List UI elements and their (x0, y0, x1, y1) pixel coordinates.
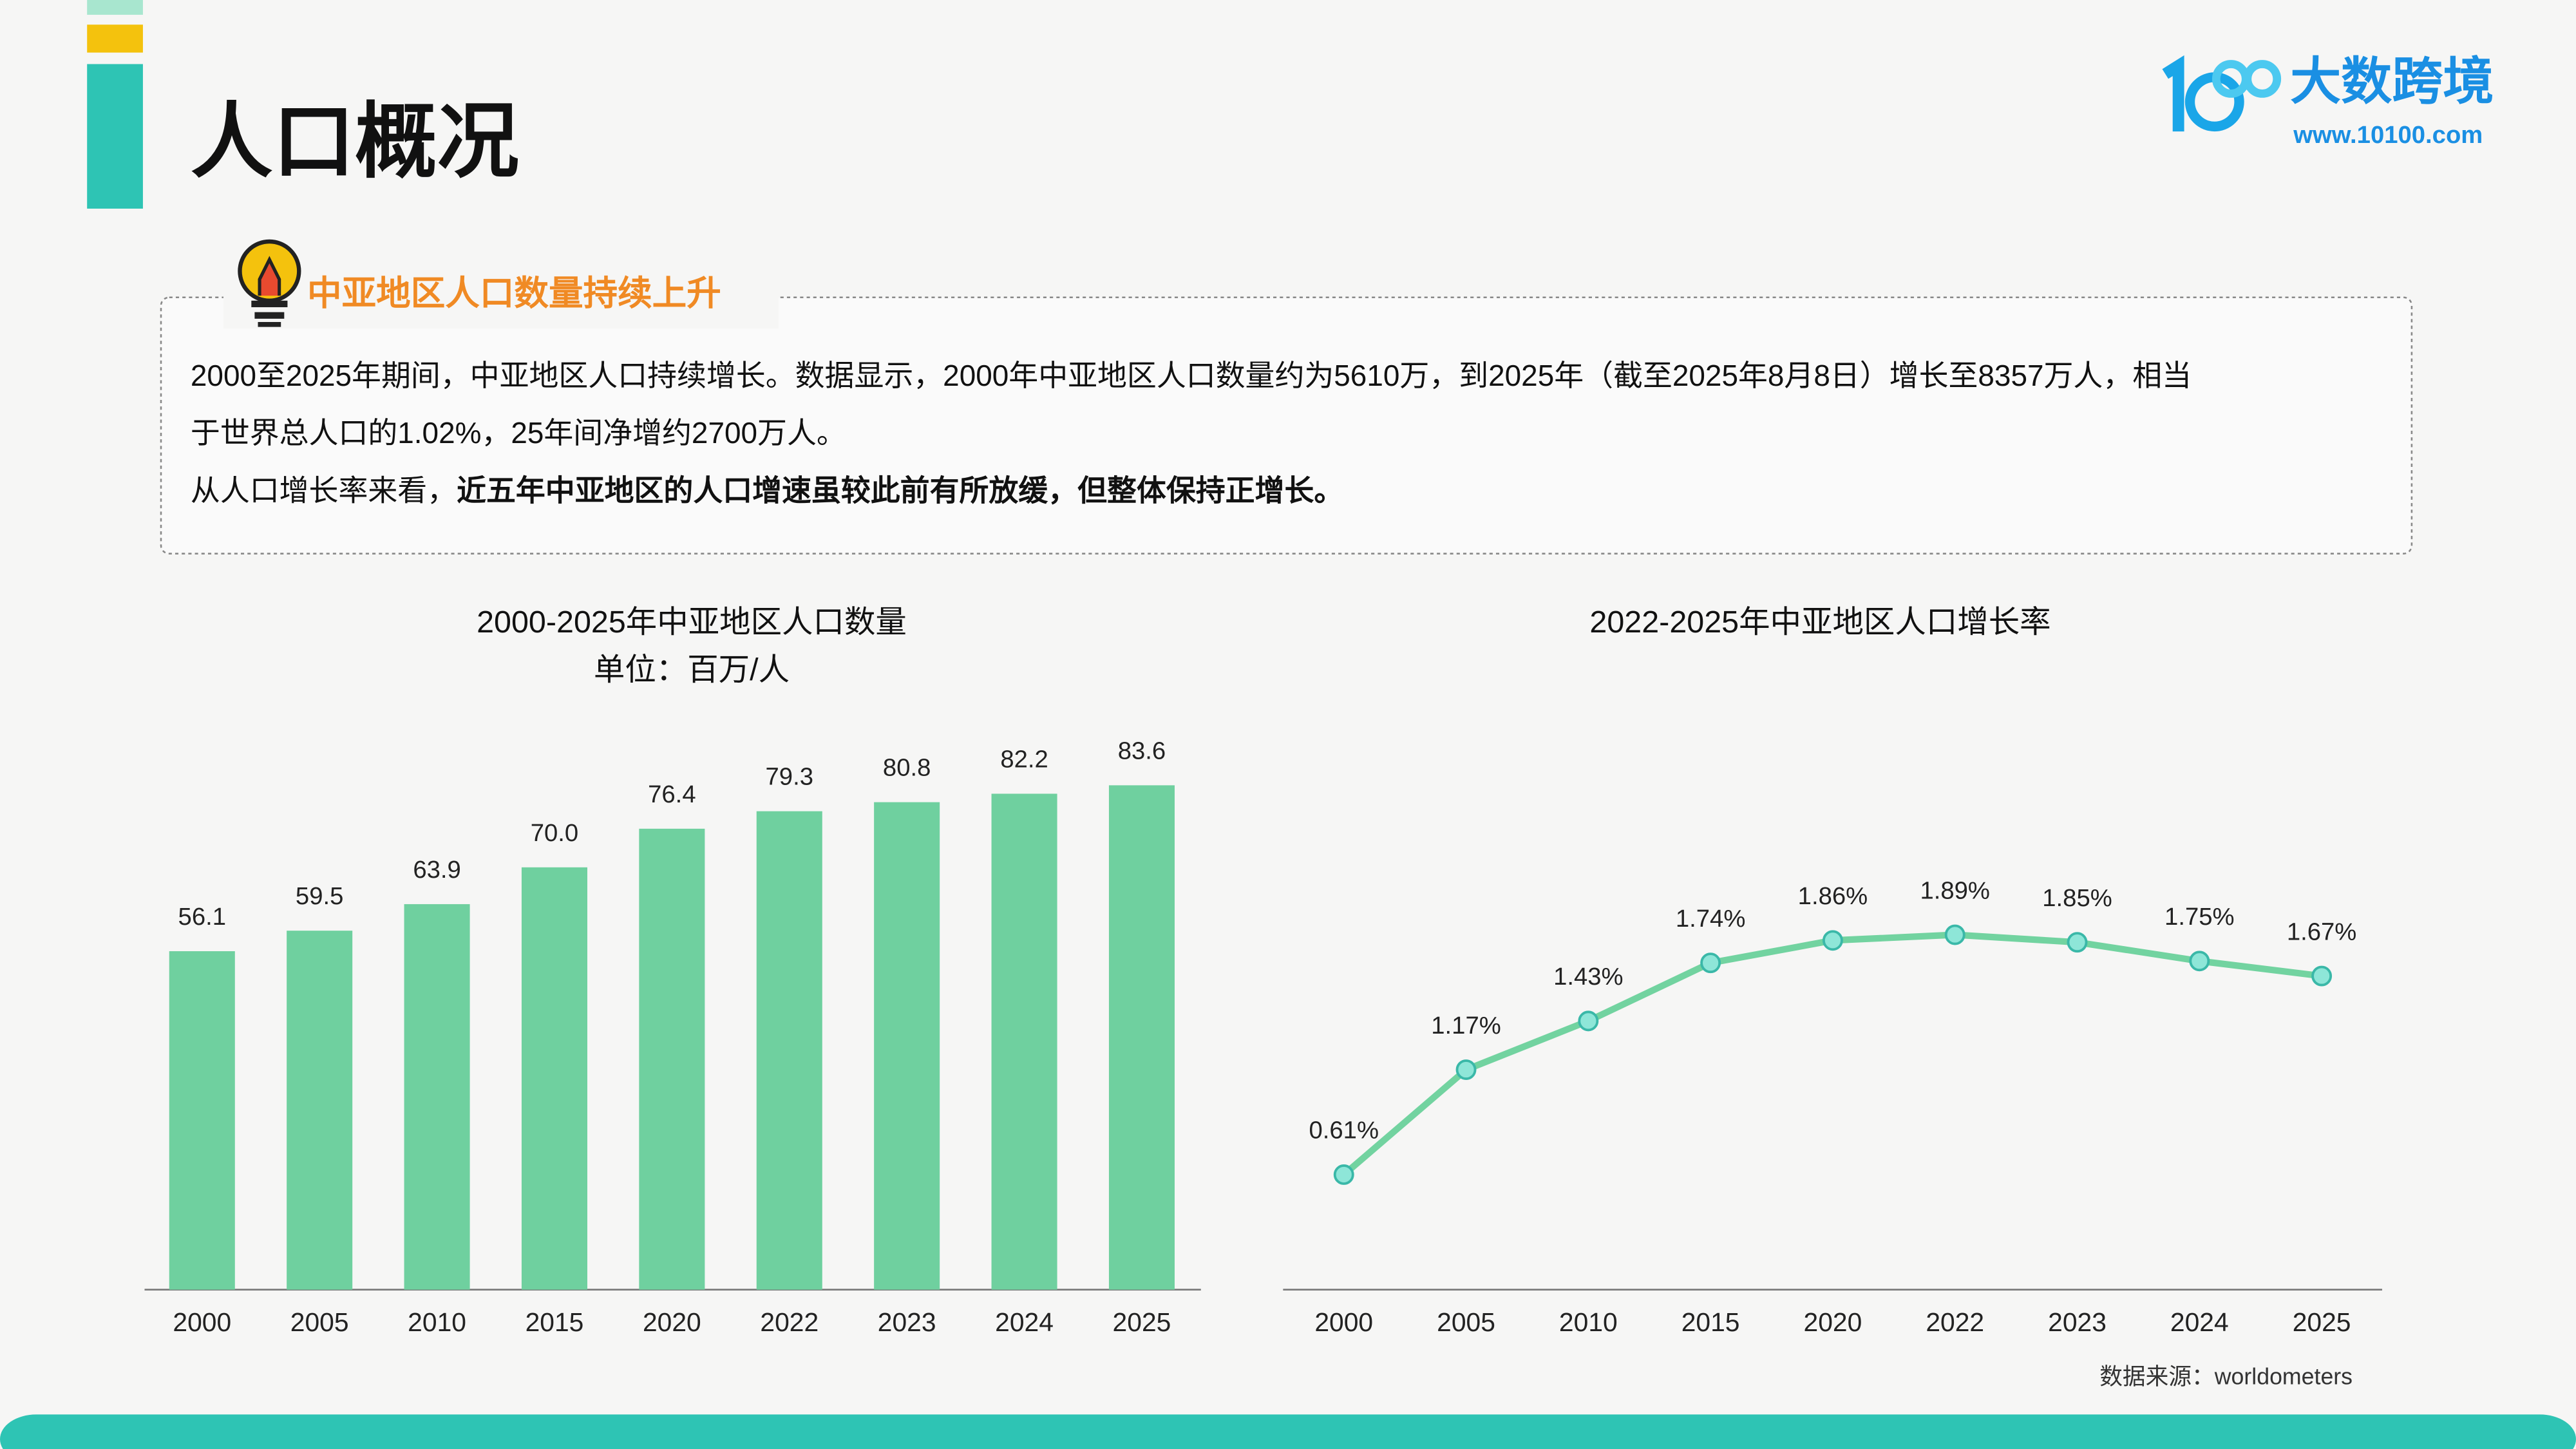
x-tick-label: 2022 (1926, 1307, 1984, 1337)
paragraph-line: 2000至2025年期间，中亚地区人口持续增长。数据显示，2000年中亚地区人口… (191, 359, 2192, 392)
point (1944, 924, 1965, 945)
chart-title: 2022-2025年中亚地区人口增长率 (1589, 605, 2050, 639)
x-tick-label: 2024 (995, 1307, 1054, 1337)
data-label: 70.0 (531, 819, 578, 847)
data-label: 80.8 (883, 754, 931, 782)
data-label: 1.43% (1553, 963, 1623, 990)
bar (404, 904, 470, 1290)
data-label: 82.2 (1000, 746, 1048, 773)
x-tick-label: 2022 (760, 1307, 819, 1337)
paragraph-line: 于世界总人口的1.02%，25年间净增约2700万人。 (191, 416, 846, 450)
bulb-icon (238, 239, 301, 327)
data-label: 79.3 (766, 763, 813, 791)
data-label: 59.5 (296, 882, 343, 910)
paragraph: 从人口增长率来看，近五年中亚地区的人口增速虽较此前有所放缓，但整体保持正增长。 (191, 473, 1343, 507)
logo-name: 大数跨境 (2290, 53, 2494, 110)
data-label: 1.74% (1676, 905, 1745, 933)
bar (169, 951, 235, 1290)
data-label: 83.6 (1118, 737, 1166, 764)
point (1455, 1059, 1477, 1080)
x-tick-label: 2024 (2170, 1307, 2229, 1337)
point (1700, 952, 1721, 974)
bar (1108, 785, 1175, 1290)
x-tick-label: 2010 (408, 1307, 466, 1337)
x-tick-label: 2000 (1314, 1307, 1373, 1337)
callout-label-bg (223, 263, 779, 329)
chart-title: 2000-2025年中亚地区人口数量 (477, 605, 907, 639)
x-tick-label: 2025 (1113, 1307, 1171, 1337)
paragraph-bold: 近五年中亚地区的人口增速虽较此前有所放缓，但整体保持正增长。 (457, 473, 1343, 507)
point (2067, 932, 2088, 953)
bar (874, 802, 940, 1290)
x-tick-label: 2010 (1559, 1307, 1618, 1337)
bar (756, 811, 822, 1290)
x-tick-label: 2015 (526, 1307, 584, 1337)
data-label: 0.61% (1309, 1117, 1379, 1144)
bar (991, 793, 1057, 1290)
chart-subtitle: 单位：百万/人 (594, 652, 790, 687)
data-label: 1.17% (1431, 1012, 1501, 1039)
logo-url: www.10100.com (2293, 121, 2483, 149)
paragraph-normal: 从人口增长率来看， (191, 473, 457, 507)
page-title: 人口概况 (191, 96, 519, 187)
point (1578, 1010, 1599, 1032)
callout-title: 中亚地区人口数量持续上升 (307, 274, 721, 312)
x-tick-label: 2025 (2293, 1307, 2351, 1337)
data-label: 1.75% (2164, 903, 2234, 931)
x-tick-label: 2023 (2048, 1307, 2107, 1337)
data-label: 1.86% (1798, 882, 1868, 910)
callout-box (160, 296, 2413, 554)
point (2311, 965, 2333, 987)
data-label: 63.9 (413, 856, 460, 884)
x-tick-label: 2000 (173, 1307, 231, 1337)
point (1333, 1164, 1354, 1185)
x-tick-label: 2005 (1437, 1307, 1495, 1337)
x-tick-label: 2020 (643, 1307, 701, 1337)
data-label: 1.85% (2042, 884, 2112, 912)
bar (521, 867, 587, 1290)
source: 数据来源：worldometers (2099, 1364, 2353, 1390)
accent-bar (87, 0, 143, 15)
x-tick-label: 2020 (1804, 1307, 1862, 1337)
x-tick-label: 2023 (878, 1307, 936, 1337)
logo-mark (2162, 55, 2184, 132)
point (2189, 951, 2210, 972)
data-label: 76.4 (648, 781, 696, 808)
logo-mark (2243, 60, 2282, 98)
bar (639, 828, 705, 1290)
point (1822, 930, 1843, 951)
accent-bar (87, 24, 143, 53)
data-label: 1.67% (2287, 918, 2356, 945)
accent-bar (87, 64, 143, 209)
bar (287, 931, 353, 1290)
x-tick-label: 2015 (1681, 1307, 1740, 1337)
data-label: 56.1 (178, 903, 226, 931)
data-label: 1.89% (1920, 876, 1989, 904)
x-tick-label: 2005 (290, 1307, 349, 1337)
footer-band (0, 1414, 2576, 1449)
logo: 大数跨境 www.10100.com (2162, 53, 2494, 149)
